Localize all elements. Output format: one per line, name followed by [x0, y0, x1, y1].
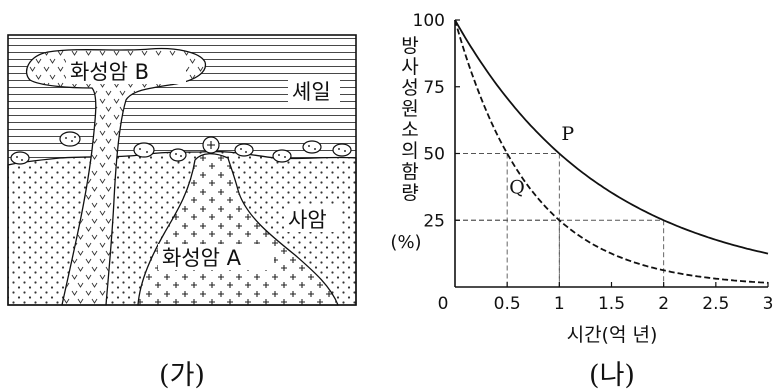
shale-label: 셰일	[292, 80, 331, 104]
left-caption: (가)	[159, 360, 205, 391]
y-tick-label: 25	[423, 211, 445, 231]
series-Q-line	[454, 19, 769, 284]
y-tick-label: 75	[423, 78, 445, 98]
series-P-label: P	[561, 123, 574, 145]
x-tick-label: 0	[438, 294, 449, 314]
right-caption: (나)	[589, 360, 635, 391]
igneous-b-label: 화성암 B	[70, 60, 149, 84]
x-tick-label: 2.5	[702, 294, 729, 314]
series-P-line	[454, 19, 769, 255]
sandstone-label: 사암	[288, 208, 327, 232]
cross-section-frame	[7, 34, 357, 306]
y-axis-unit: (%)	[390, 232, 421, 253]
y-tick-label: 50	[423, 145, 445, 165]
geologic-cross-section: 화성암 B 셰일 사암 화성암 A (가)	[7, 34, 357, 391]
x-tick-label: 1	[554, 294, 565, 314]
x-tick-label: 2	[658, 294, 669, 314]
igneous-a-label: 화성암 A	[162, 246, 242, 270]
x-tick-label: 1.5	[598, 294, 625, 314]
conglomerate-pebbles	[10, 131, 352, 165]
x-tick-label: 0.5	[494, 294, 521, 314]
y-tick-label: 100	[413, 11, 445, 31]
x-tick-label: 3	[763, 294, 774, 314]
series-Q-label: Q	[509, 177, 525, 199]
x-axis-label: 시간(억 년)	[567, 324, 658, 346]
